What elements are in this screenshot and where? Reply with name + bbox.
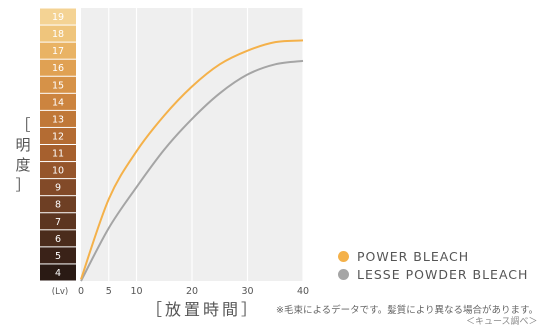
footnote: ※毛束によるデータです。髪質により異なる場合があります。 bbox=[276, 305, 539, 316]
level-swatch bbox=[40, 145, 76, 162]
level-label: 11 bbox=[52, 149, 64, 160]
legend-swatch bbox=[338, 250, 349, 262]
legend-label: POWER BLEACH bbox=[357, 248, 470, 264]
level-label: 14 bbox=[52, 97, 64, 108]
level-swatch bbox=[40, 127, 76, 144]
x-tick-label: 40 bbox=[297, 286, 309, 297]
level-swatch bbox=[40, 93, 76, 110]
x-tick-label: 30 bbox=[241, 286, 253, 297]
level-label: 17 bbox=[52, 46, 64, 57]
level-label: 12 bbox=[52, 131, 64, 142]
x-tick-label: 10 bbox=[130, 286, 142, 297]
level-swatch bbox=[40, 196, 76, 213]
legend-label: LESSE POWDER BLEACH bbox=[357, 266, 529, 282]
level-label: 8 bbox=[55, 200, 61, 211]
level-label: 5 bbox=[55, 251, 61, 262]
level-swatch bbox=[40, 162, 76, 179]
level-label: 19 bbox=[52, 12, 64, 23]
level-label: 10 bbox=[52, 166, 64, 177]
x-tick-label: 20 bbox=[186, 286, 198, 297]
legend-item-power-bleach: POWER BLEACH bbox=[338, 247, 528, 265]
legend-swatch bbox=[338, 268, 349, 280]
level-label: 15 bbox=[52, 80, 64, 91]
y-axis-label: ［ 明 度 ］ bbox=[12, 115, 34, 195]
level-swatch bbox=[40, 247, 76, 264]
legend-item-lesse-powder-bleach: LESSE POWDER BLEACH bbox=[338, 265, 528, 283]
level-swatch bbox=[40, 76, 76, 93]
level-swatch bbox=[40, 110, 76, 127]
level-label: 6 bbox=[55, 234, 61, 245]
x-tick-label: 0 bbox=[78, 286, 84, 297]
x-tick-label: 5 bbox=[106, 286, 112, 297]
level-swatch bbox=[40, 213, 76, 230]
level-swatch bbox=[40, 179, 76, 196]
level-label: 7 bbox=[55, 217, 61, 228]
level-swatch bbox=[40, 59, 76, 76]
level-label: 16 bbox=[52, 63, 64, 74]
lesse-powder-bleach-line bbox=[80, 59, 304, 282]
level-label: 18 bbox=[52, 29, 64, 40]
footnote-source: ＜キュース調べ＞ bbox=[466, 317, 538, 327]
power-bleach-line bbox=[80, 39, 304, 280]
level-swatch bbox=[40, 264, 76, 281]
level-label: 4 bbox=[55, 268, 61, 279]
x-axis-label: ［放置時間］ bbox=[146, 300, 261, 319]
y-axis-label-char: ］ bbox=[15, 176, 31, 194]
y-axis-label-char: ［ bbox=[15, 116, 31, 134]
level-swatch bbox=[40, 42, 76, 59]
level-label: 13 bbox=[52, 114, 64, 125]
y-axis-label-char: 度 bbox=[15, 156, 31, 174]
y-axis-label-char: 明 bbox=[15, 136, 31, 154]
level-swatch bbox=[40, 230, 76, 247]
y-unit-label: (Lv) bbox=[52, 287, 68, 297]
level-swatch bbox=[40, 25, 76, 42]
legend: POWER BLEACH LESSE POWDER BLEACH bbox=[338, 247, 528, 283]
level-swatch bbox=[40, 8, 76, 25]
level-label: 9 bbox=[55, 183, 61, 194]
